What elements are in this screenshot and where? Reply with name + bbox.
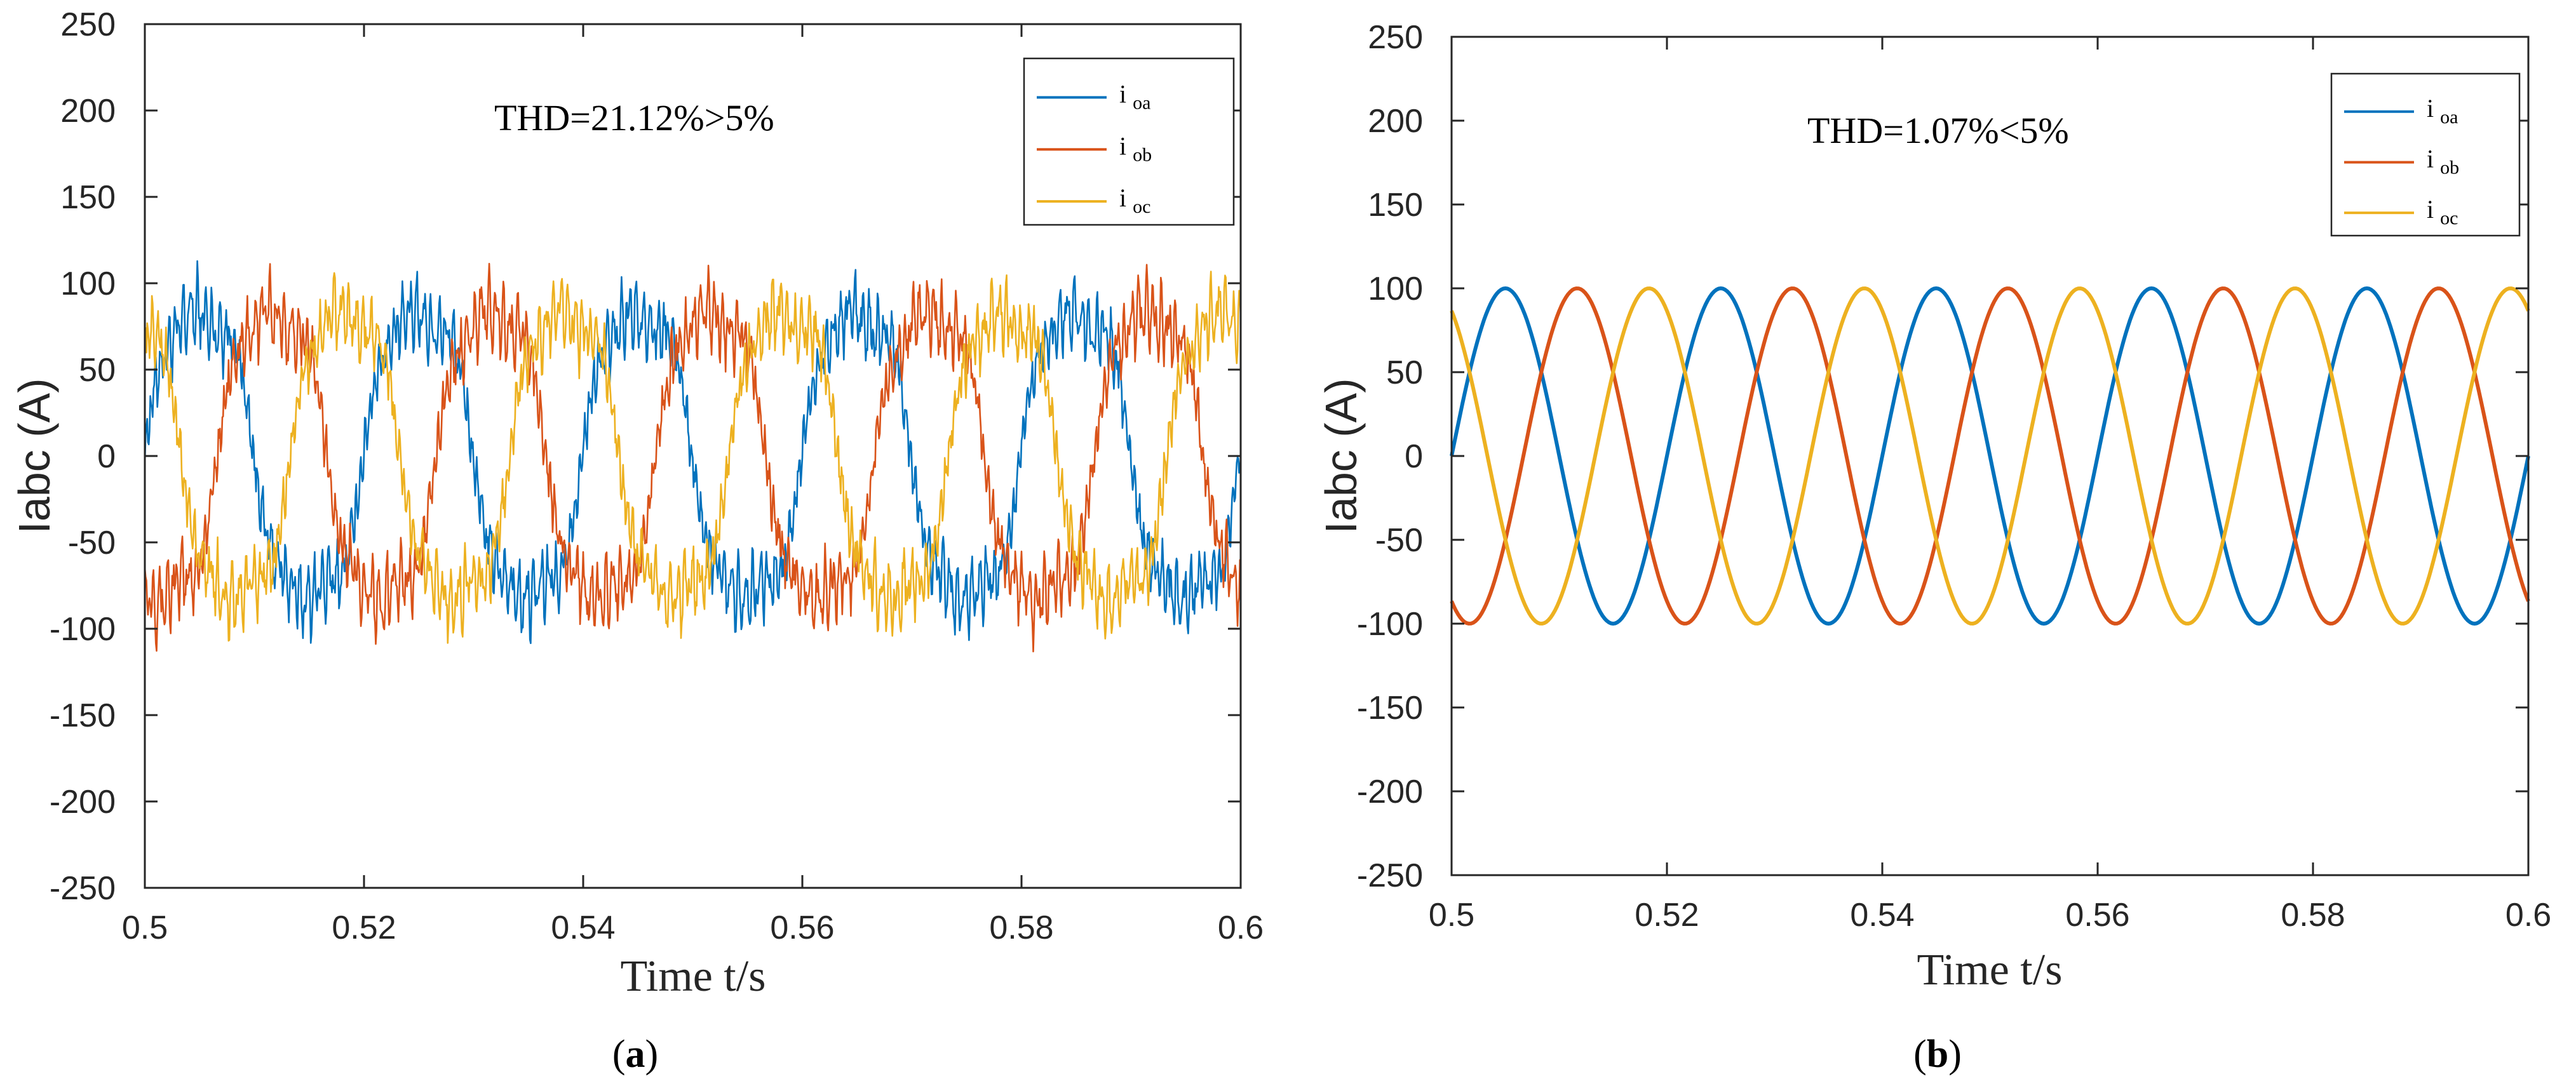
legend-label-main: i	[1119, 184, 1126, 212]
y-tick-label: -150	[50, 697, 116, 734]
y-axis-label-b: Iabc (A)	[1316, 378, 1366, 533]
legend-a: i oai obi oc	[1023, 57, 1235, 226]
series-line-iob	[1450, 286, 2530, 626]
x-tick-label: 0.58	[2281, 897, 2345, 934]
y-tick-label: 200	[60, 93, 116, 130]
y-tick-label: -200	[50, 784, 116, 821]
annotation-a: THD=21.12%>5%	[494, 97, 774, 138]
legend-box-b	[2330, 72, 2521, 237]
y-tick-label: 50	[79, 352, 116, 389]
legend-box-a	[1023, 57, 1235, 226]
y-tick-label: -50	[1375, 522, 1423, 559]
annotation-b: THD=1.07%<5%	[1807, 110, 2069, 151]
x-axis-label-a: Time t/s	[621, 952, 766, 1001]
legend-label-sub: oc	[2440, 208, 2458, 229]
y-tick-label: 150	[1368, 187, 1423, 224]
series-line-ioa	[1450, 286, 2530, 626]
legend-b: i oai obi oc	[2330, 72, 2521, 237]
x-tick-label: 0.5	[1429, 897, 1474, 934]
series-line-ioc	[144, 271, 1242, 644]
legend-label-main: i	[1119, 79, 1126, 108]
x-tick-label: 0.6	[2505, 897, 2551, 934]
y-tick-label: 250	[60, 6, 116, 43]
legend-label-iob: i ob	[2427, 144, 2459, 178]
y-tick-label: -100	[50, 611, 116, 648]
panel-caption-letter-a: a	[626, 1033, 645, 1076]
x-tick-label: 0.52	[332, 909, 396, 946]
y-tick-label: 100	[1368, 271, 1423, 307]
y-tick-label: 200	[1368, 103, 1423, 140]
legend-label-ioa: i oa	[2427, 94, 2458, 128]
axes-box-a	[144, 23, 1242, 889]
legend-label-sub: ob	[2440, 157, 2459, 178]
legend-label-main: i	[2427, 195, 2434, 224]
y-tick-label: -50	[68, 525, 116, 561]
y-tick-label: 250	[1368, 19, 1423, 56]
x-tick-label: 0.54	[551, 909, 615, 946]
series-group-b	[1450, 286, 2530, 626]
y-tick-label: -250	[1357, 857, 1423, 894]
y-tick-label: -200	[1357, 774, 1423, 810]
y-tick-label: 50	[1386, 354, 1423, 391]
y-tick-label: -250	[50, 870, 116, 907]
legend-label-main: i	[1119, 131, 1126, 160]
series-line-ioa	[144, 260, 1242, 645]
series-group-a	[144, 260, 1242, 653]
legend-label-sub: oa	[1133, 92, 1150, 113]
x-tick-label: 0.52	[1635, 897, 1699, 934]
legend-label-sub: oa	[2440, 107, 2458, 128]
y-tick-label: 0	[1405, 438, 1423, 475]
y-tick-label: 0	[97, 438, 116, 475]
legend-label-main: i	[2427, 144, 2434, 173]
x-tick-label: 0.58	[989, 909, 1053, 946]
y-tick-label: 100	[60, 265, 116, 302]
legend-label-sub: oc	[1133, 196, 1150, 217]
x-tick-label: 0.56	[2065, 897, 2129, 934]
y-tick-label: -150	[1357, 690, 1423, 727]
x-axis-label-b: Time t/s	[1917, 946, 2063, 995]
x-tick-label: 0.54	[1850, 897, 1914, 934]
legend-label-ioa: i oa	[1119, 79, 1150, 113]
y-axis-label-a: Iabc (A)	[10, 378, 59, 533]
legend-label-main: i	[2427, 94, 2434, 123]
x-tick-label: 0.5	[122, 909, 168, 946]
panel-caption-a: (a)	[612, 1033, 658, 1076]
panel-caption-letter-b: b	[1927, 1033, 1948, 1076]
legend-label-iob: i ob	[1119, 131, 1152, 165]
axes-box-b	[1450, 36, 2530, 876]
x-tick-label: 0.56	[770, 909, 834, 946]
legend-label-ioc: i oc	[1119, 184, 1150, 217]
series-line-ioc	[1450, 286, 2530, 626]
y-tick-label: -100	[1357, 606, 1423, 643]
legend-label-sub: ob	[1133, 144, 1152, 165]
panel-caption-b: (b)	[1913, 1033, 1962, 1076]
series-line-iob	[144, 262, 1242, 653]
x-tick-label: 0.6	[1218, 909, 1264, 946]
y-tick-label: 150	[60, 179, 116, 216]
legend-label-ioc: i oc	[2427, 195, 2458, 229]
